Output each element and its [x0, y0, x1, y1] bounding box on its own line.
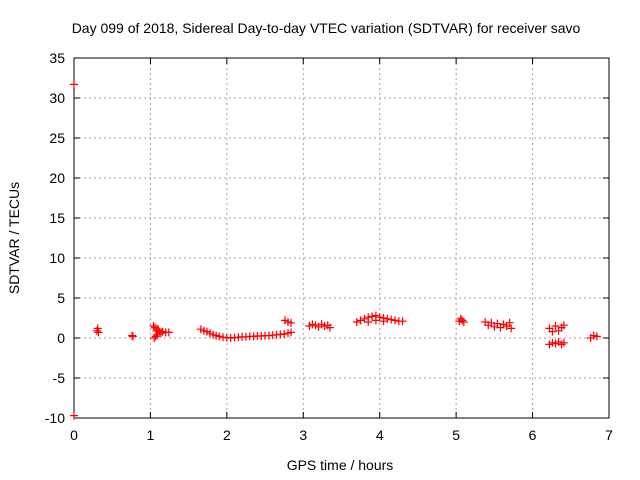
data-point: [368, 312, 377, 321]
y-tick-label: -5: [53, 370, 66, 386]
x-tick-label: 4: [376, 427, 384, 443]
y-tick-label: 15: [49, 210, 65, 226]
data-point: [592, 332, 601, 341]
data-point: [364, 318, 373, 326]
data-point: [287, 328, 296, 337]
data-points: [70, 80, 601, 420]
data-point: [70, 80, 78, 89]
data-point: [280, 330, 289, 338]
y-tick-label: -10: [45, 410, 65, 426]
data-point: [157, 329, 166, 338]
x-tick-label: 0: [70, 427, 78, 443]
data-point: [458, 316, 467, 325]
data-point: [551, 322, 560, 330]
y-tick-label: 25: [49, 130, 65, 146]
plot-frame: [73, 57, 610, 419]
data-point: [356, 316, 365, 325]
data-point: [94, 328, 103, 337]
x-tick-label: 1: [147, 427, 155, 443]
data-point: [215, 332, 224, 341]
data-point: [391, 316, 399, 325]
data-point: [505, 318, 514, 327]
data-point: [287, 318, 296, 327]
data-point: [151, 332, 160, 341]
chart-title: Day 099 of 2018, Sidereal Day-to-day VTE…: [72, 20, 581, 36]
data-point: [459, 318, 468, 326]
data-point: [398, 317, 407, 326]
data-point: [128, 331, 137, 340]
data-point: [128, 332, 137, 341]
x-tick-label: 2: [223, 427, 231, 443]
data-point: [559, 321, 568, 330]
y-tick-label: 10: [49, 250, 65, 266]
data-point: [352, 318, 361, 326]
data-point: [153, 330, 162, 339]
data-point: [70, 411, 78, 420]
grid-lines: [74, 58, 609, 418]
y-tick-label: 30: [49, 90, 65, 106]
x-tick-label: 7: [605, 427, 613, 443]
x-tick-label: 3: [299, 427, 307, 443]
data-point: [507, 324, 516, 333]
x-axis-label: GPS time / hours: [287, 457, 394, 473]
data-point: [387, 315, 396, 324]
data-point: [379, 317, 388, 326]
data-point: [559, 338, 568, 347]
data-point: [371, 316, 380, 325]
y-tick-label: 20: [49, 170, 65, 186]
x-tick-label: 5: [452, 427, 460, 443]
data-point: [93, 324, 102, 333]
y-tick-label: 35: [49, 50, 65, 66]
data-point: [149, 322, 158, 330]
data-point: [326, 323, 335, 332]
data-point: [548, 327, 557, 336]
x-tick-label: 6: [529, 427, 537, 443]
axis-ticks: 0 1 2 3 4 5 6 7 -10 -5 0 5 10 15 20 25 30 35: [45, 50, 613, 443]
y-tick-label: 5: [57, 290, 65, 306]
data-point: [164, 328, 173, 337]
y-tick-label: 0: [57, 330, 65, 346]
y-axis-label: SDTVAR / TECUs: [6, 182, 22, 294]
